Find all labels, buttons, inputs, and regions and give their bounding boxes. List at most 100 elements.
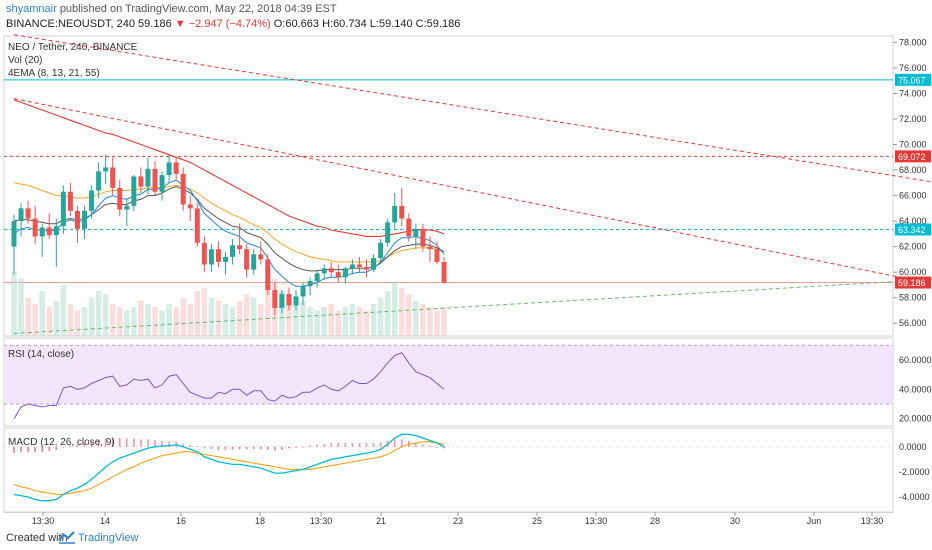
candle-body [194,208,200,243]
macd-histogram-bar [372,443,375,447]
macd-histogram-bar [344,443,347,447]
price-badge-label: 75.067 [898,75,926,85]
macd-histogram-bar [217,446,220,450]
price-badge [895,73,931,86]
volume-bar [243,294,250,336]
candle-body [237,245,243,250]
macd-histogram-bar [182,443,184,447]
candle-body [441,261,447,283]
candle-body [378,242,384,259]
volume-bar [180,297,186,336]
time-tick-label: 21 [376,516,386,526]
candle-body [314,273,320,282]
candle-body [11,221,17,247]
macd-histogram-bar [238,446,241,450]
volume-bar [88,297,95,336]
macd-histogram-bar [429,446,431,448]
candle-body [406,218,412,237]
macd-histogram-bar [245,446,248,450]
trend-line [13,34,932,183]
macd-histogram-bar [126,438,128,447]
volume-bar [208,297,215,336]
candle-body [335,272,341,278]
volume-bar [427,307,433,336]
time-tick-label: 25 [532,516,542,526]
volume-bar [434,310,440,336]
volume-bar [159,310,165,336]
candle-body [293,296,299,306]
volume-bar [328,304,335,336]
volume-bar [335,310,342,336]
volume-bar [102,294,109,336]
macd-histogram-bar [337,443,340,447]
price-tick-label: 72.000 [899,114,927,124]
price-tick-label: 68.000 [899,165,927,175]
volume-bar [124,310,130,336]
time-axis[interactable]: 13:30 14 16 18 13:30 21 23 25 13:30 28 30 Jun 13:30 [4,512,893,526]
macd-histogram-bar [274,446,276,451]
macd-histogram-bar [161,441,163,447]
volume-bar [307,307,313,336]
rsi-legend: RSI (14, close) [8,349,74,360]
volume-bar [109,304,116,336]
price-tick-label: 76.000 [899,63,927,73]
candle-body [67,191,73,211]
main-pane[interactable]: 78.000 76.000 74.000 72.000 70.000 68.000 66.0… [3,34,932,337]
ema-8-line [13,179,445,287]
macd-histogram-bar [118,437,121,447]
volume-bar [314,310,320,336]
candle-body [427,246,433,250]
chart-area[interactable]: 78.000 76.000 74.000 72.000 70.000 68.000 66.0… [0,34,932,526]
volume-bar [95,291,102,336]
macd-histogram-bar [309,445,311,447]
candle-body [349,264,355,269]
candle-body [39,227,45,237]
macd-histogram-bar [76,444,79,447]
macd-histogram-bar [393,439,396,447]
time-tick-label: 14 [100,516,110,526]
macd-histogram-bar [267,446,269,450]
volume-bar [60,284,67,336]
last-price: 59.186 [138,18,172,30]
price-tick-label: 78.000 [899,37,927,47]
macd-histogram-bar [281,446,283,450]
time-tick-label: 13:30 [585,516,608,526]
macd-histogram-bar [259,446,262,450]
price-badge [895,276,931,289]
author-link[interactable]: shyamnair [6,3,57,15]
macd-histogram-bar [147,439,149,447]
candle-body [187,204,193,209]
time-tick-label: 28 [650,516,660,526]
candle-body [307,281,313,287]
macd-histogram-bar [140,439,142,447]
candle-body [420,228,426,247]
candle-body [159,175,165,192]
macd-histogram-bar [48,446,51,452]
volume-bar [187,304,194,336]
candle-body [371,258,377,270]
volume-bar [398,288,405,336]
candle-body [89,190,95,211]
candle-body [342,268,348,278]
macd-histogram-bar [196,446,199,448]
candle-body [60,191,66,227]
tradingview-brand-link[interactable]: TradingView [78,532,139,544]
macd-histogram-bar [231,446,234,450]
chart-header: shyamnair published on TradingView.com, … [0,0,932,34]
volume-bar [25,297,31,336]
rsi-pane[interactable]: 60.0000 40.0000 20.0000 [3,337,932,427]
time-tick-label: 13:30 [32,516,55,526]
volume-bar [370,304,377,336]
rsi-line [13,352,445,419]
macd-tick-label: 0.0000 [899,442,927,452]
volume-bar [300,300,306,336]
symbol-line: BINANCE:NEOUSDT, 240 59.186 ▼ −2.947 (−4… [6,18,460,30]
candle-body [25,208,31,219]
candle-body [230,245,236,257]
price-tick-label: 58.000 [899,293,927,303]
volume-bar [441,307,447,336]
candle-body [265,259,271,291]
macd-pane[interactable]: 0.0000 -2.0000 -4.0000 [3,427,930,513]
candle-body [103,167,109,172]
candle-body [392,205,398,223]
